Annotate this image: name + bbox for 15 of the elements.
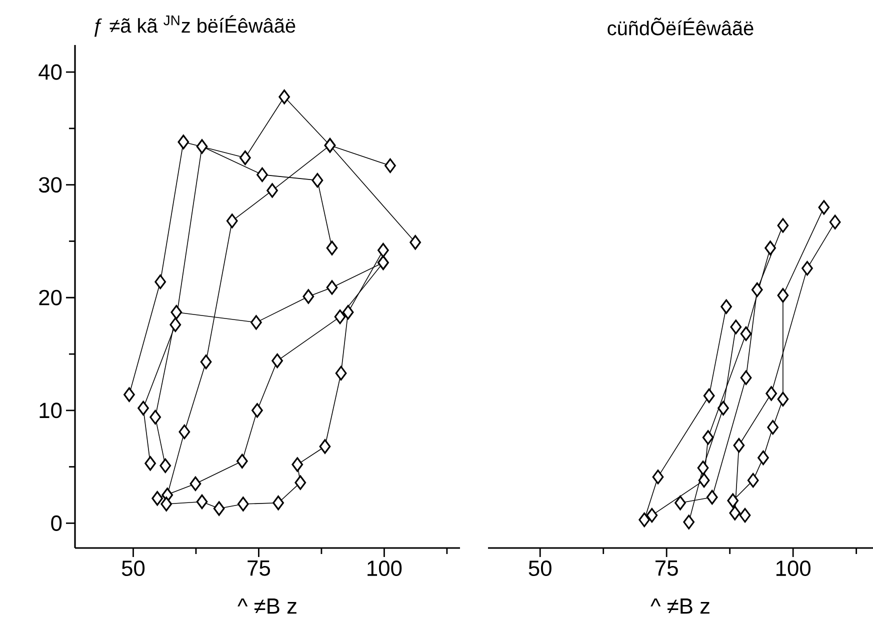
y-tick-label: 20 <box>39 290 62 306</box>
chart-title: cüñdÕëíÉêwâãë <box>608 18 754 36</box>
x-tick-label: 100 <box>368 560 402 576</box>
y-tick-label: 0 <box>51 515 62 531</box>
x-axis-title: ^ ≠B z <box>650 598 710 614</box>
y-tick-label: 40 <box>38 64 62 80</box>
x-tick-label: 50 <box>122 560 145 576</box>
x-tick-label: 75 <box>656 560 678 576</box>
x-tick-label: 100 <box>776 560 810 576</box>
y-tick-label: 10 <box>40 402 62 418</box>
x-tick-label: 50 <box>528 560 552 576</box>
chart-title: ƒ ≠ã kã $^{JN}$z bëíÉêwâãë <box>94 15 296 37</box>
x-tick-label: 75 <box>248 560 270 576</box>
x-axis-title: ^ ≠B z <box>238 598 296 614</box>
y-tick-label: 30 <box>38 177 62 193</box>
